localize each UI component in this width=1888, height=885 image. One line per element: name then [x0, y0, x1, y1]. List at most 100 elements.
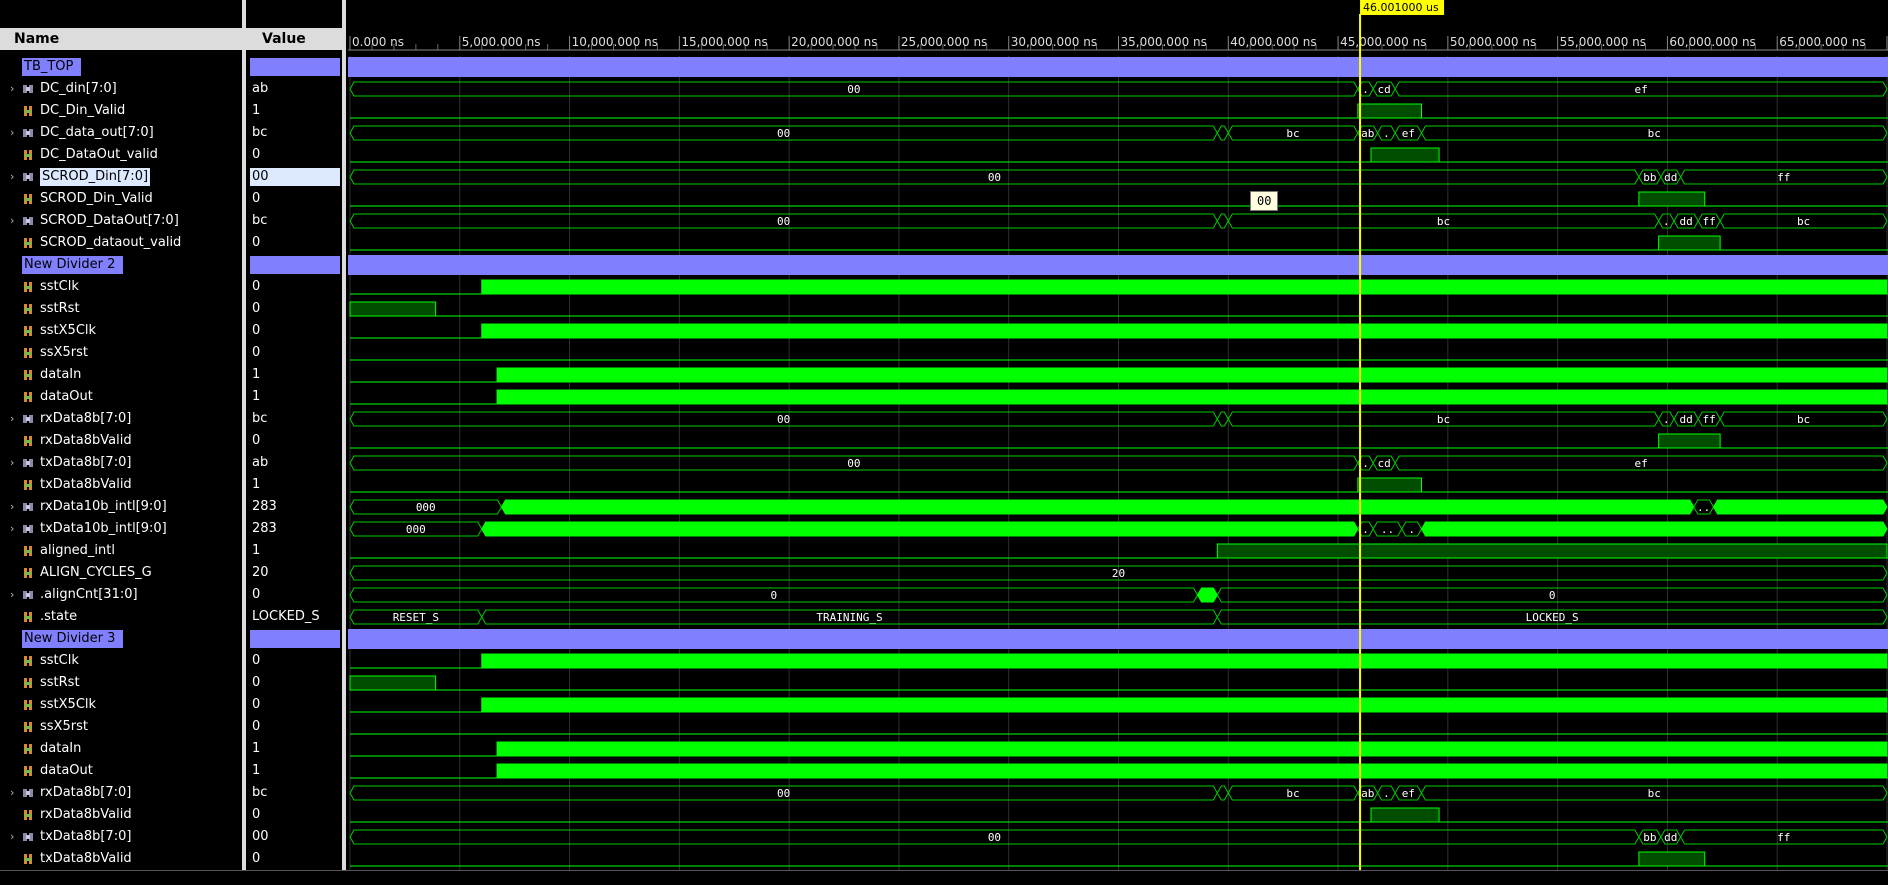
divider-row[interactable]: New Divider 2 — [0, 254, 242, 276]
name-column-header[interactable]: Name — [0, 28, 242, 50]
signal-wave[interactable] — [350, 742, 1888, 756]
signal-row[interactable]: ssX5rst — [0, 716, 242, 738]
signal-row[interactable]: › rxData8b[7:0] — [0, 408, 242, 430]
cursor-label[interactable]: 46.001000 us — [1360, 0, 1444, 15]
signal-row[interactable]: aligned_intl — [0, 540, 242, 562]
expand-arrow-icon[interactable]: › — [10, 782, 14, 804]
expand-arrow-icon[interactable]: › — [10, 408, 14, 430]
value-cell[interactable]: 0 — [246, 584, 342, 606]
signal-wave[interactable] — [350, 698, 1888, 712]
signal-row[interactable]: txData8bValid — [0, 848, 242, 870]
value-cell[interactable]: 1 — [246, 738, 342, 760]
value-cell[interactable] — [246, 628, 342, 650]
value-cell[interactable]: LOCKED_S — [246, 606, 342, 628]
divider-band[interactable] — [348, 255, 1888, 275]
value-cell[interactable]: 1 — [246, 386, 342, 408]
value-cell[interactable]: 0 — [246, 716, 342, 738]
waveform-canvas[interactable]: 0.000 ns 5,000.000 ns 10,000.000 ns 15,000.… — [348, 0, 1888, 885]
expand-arrow-icon[interactable]: › — [10, 78, 14, 100]
signal-row[interactable]: › DC_din[7:0] — [0, 78, 242, 100]
signal-row[interactable]: SCROD_dataout_valid — [0, 232, 242, 254]
value-cell[interactable]: ab — [246, 452, 342, 474]
value-column-header[interactable]: Value — [246, 28, 342, 50]
value-cell[interactable]: 20 — [246, 562, 342, 584]
expand-arrow-icon[interactable]: › — [10, 166, 14, 188]
signal-row[interactable]: DC_Din_Valid — [0, 100, 242, 122]
expand-arrow-icon[interactable]: › — [10, 496, 14, 518]
value-cell[interactable]: 0 — [246, 144, 342, 166]
signal-row[interactable]: › DC_data_out[7:0] — [0, 122, 242, 144]
divider-band[interactable] — [348, 629, 1888, 649]
signal-row[interactable]: sstRst — [0, 298, 242, 320]
value-cell[interactable]: 0 — [246, 650, 342, 672]
signal-row[interactable]: › txData8b[7:0] — [0, 826, 242, 848]
signal-row[interactable]: › SCROD_Din[7:0] — [0, 166, 242, 188]
expand-arrow-icon[interactable]: › — [10, 122, 14, 144]
signal-row[interactable]: .state — [0, 606, 242, 628]
value-cell[interactable]: 283 — [246, 518, 342, 540]
signal-row[interactable]: › .alignCnt[31:0] — [0, 584, 242, 606]
signal-row[interactable]: DC_DataOut_valid — [0, 144, 242, 166]
signal-row[interactable]: dataOut — [0, 760, 242, 782]
signal-wave[interactable] — [350, 368, 1888, 382]
value-cell[interactable]: 0 — [246, 298, 342, 320]
value-cell[interactable]: 0 — [246, 672, 342, 694]
value-cell[interactable]: 0 — [246, 276, 342, 298]
value-cell[interactable] — [246, 254, 342, 276]
value-cell[interactable]: 1 — [246, 100, 342, 122]
value-cell[interactable] — [246, 56, 342, 78]
signal-wave[interactable] — [350, 324, 1888, 338]
signal-wave[interactable]: 000.. — [350, 500, 1887, 514]
value-cell[interactable]: bc — [246, 210, 342, 232]
signal-wave[interactable] — [350, 654, 1888, 668]
value-cell[interactable]: bc — [246, 782, 342, 804]
value-cell[interactable]: 1 — [246, 540, 342, 562]
signal-wave[interactable] — [350, 280, 1888, 294]
value-cell[interactable]: bc — [246, 122, 342, 144]
signal-wave[interactable] — [350, 390, 1888, 404]
signal-row[interactable]: txData8bValid — [0, 474, 242, 496]
value-cell[interactable]: 0 — [246, 848, 342, 870]
signal-row[interactable]: › txData10b_intl[9:0] — [0, 518, 242, 540]
value-cell[interactable]: 0 — [246, 804, 342, 826]
value-cell[interactable]: 0 — [246, 320, 342, 342]
signal-row[interactable]: › txData8b[7:0] — [0, 452, 242, 474]
value-cell[interactable]: 0 — [246, 342, 342, 364]
value-cell[interactable]: bc — [246, 408, 342, 430]
signal-row[interactable]: › rxData8b[7:0] — [0, 782, 242, 804]
divider-band[interactable] — [348, 57, 1888, 77]
signal-row[interactable]: dataOut — [0, 386, 242, 408]
divider-row[interactable]: New Divider 3 — [0, 628, 242, 650]
time-ruler[interactable]: 0.000 ns 5,000.000 ns 10,000.000 ns 15,000.… — [348, 35, 1888, 50]
value-cell[interactable]: 00 — [246, 826, 342, 848]
value-cell[interactable]: 1 — [246, 474, 342, 496]
signal-row[interactable]: sstClk — [0, 650, 242, 672]
expand-arrow-icon[interactable]: › — [10, 452, 14, 474]
value-cell[interactable]: 1 — [246, 364, 342, 386]
signal-row[interactable]: rxData8bValid — [0, 804, 242, 826]
signal-row[interactable]: rxData8bValid — [0, 430, 242, 452]
divider-row[interactable]: TB_TOP — [0, 56, 242, 78]
value-cell[interactable]: 1 — [246, 760, 342, 782]
value-cell[interactable]: 0 — [246, 188, 342, 210]
expand-arrow-icon[interactable]: › — [10, 210, 14, 232]
value-cell[interactable]: ab — [246, 78, 342, 100]
signal-row[interactable]: dataIn — [0, 364, 242, 386]
signal-row[interactable]: › rxData10b_intl[9:0] — [0, 496, 242, 518]
expand-arrow-icon[interactable]: › — [10, 584, 14, 606]
signal-row[interactable]: dataIn — [0, 738, 242, 760]
value-cell[interactable]: 0 — [246, 430, 342, 452]
expand-arrow-icon[interactable]: › — [10, 826, 14, 848]
value-cell[interactable]: 00 — [246, 166, 342, 188]
value-cell[interactable]: 0 — [246, 232, 342, 254]
waveform-panel[interactable]: 0.000 ns 5,000.000 ns 10,000.000 ns 15,000.… — [348, 0, 1888, 885]
signal-row[interactable]: SCROD_Din_Valid — [0, 188, 242, 210]
signal-row[interactable]: sstX5Clk — [0, 694, 242, 716]
value-cell[interactable]: 283 — [246, 496, 342, 518]
signal-wave[interactable]: 000.... — [350, 522, 1887, 536]
signal-wave[interactable]: 20 — [350, 566, 1887, 580]
signal-row[interactable]: sstClk — [0, 276, 242, 298]
expand-arrow-icon[interactable]: › — [10, 518, 14, 540]
signal-row[interactable]: ALIGN_CYCLES_G — [0, 562, 242, 584]
horizontal-scrollbar[interactable] — [0, 870, 1888, 885]
